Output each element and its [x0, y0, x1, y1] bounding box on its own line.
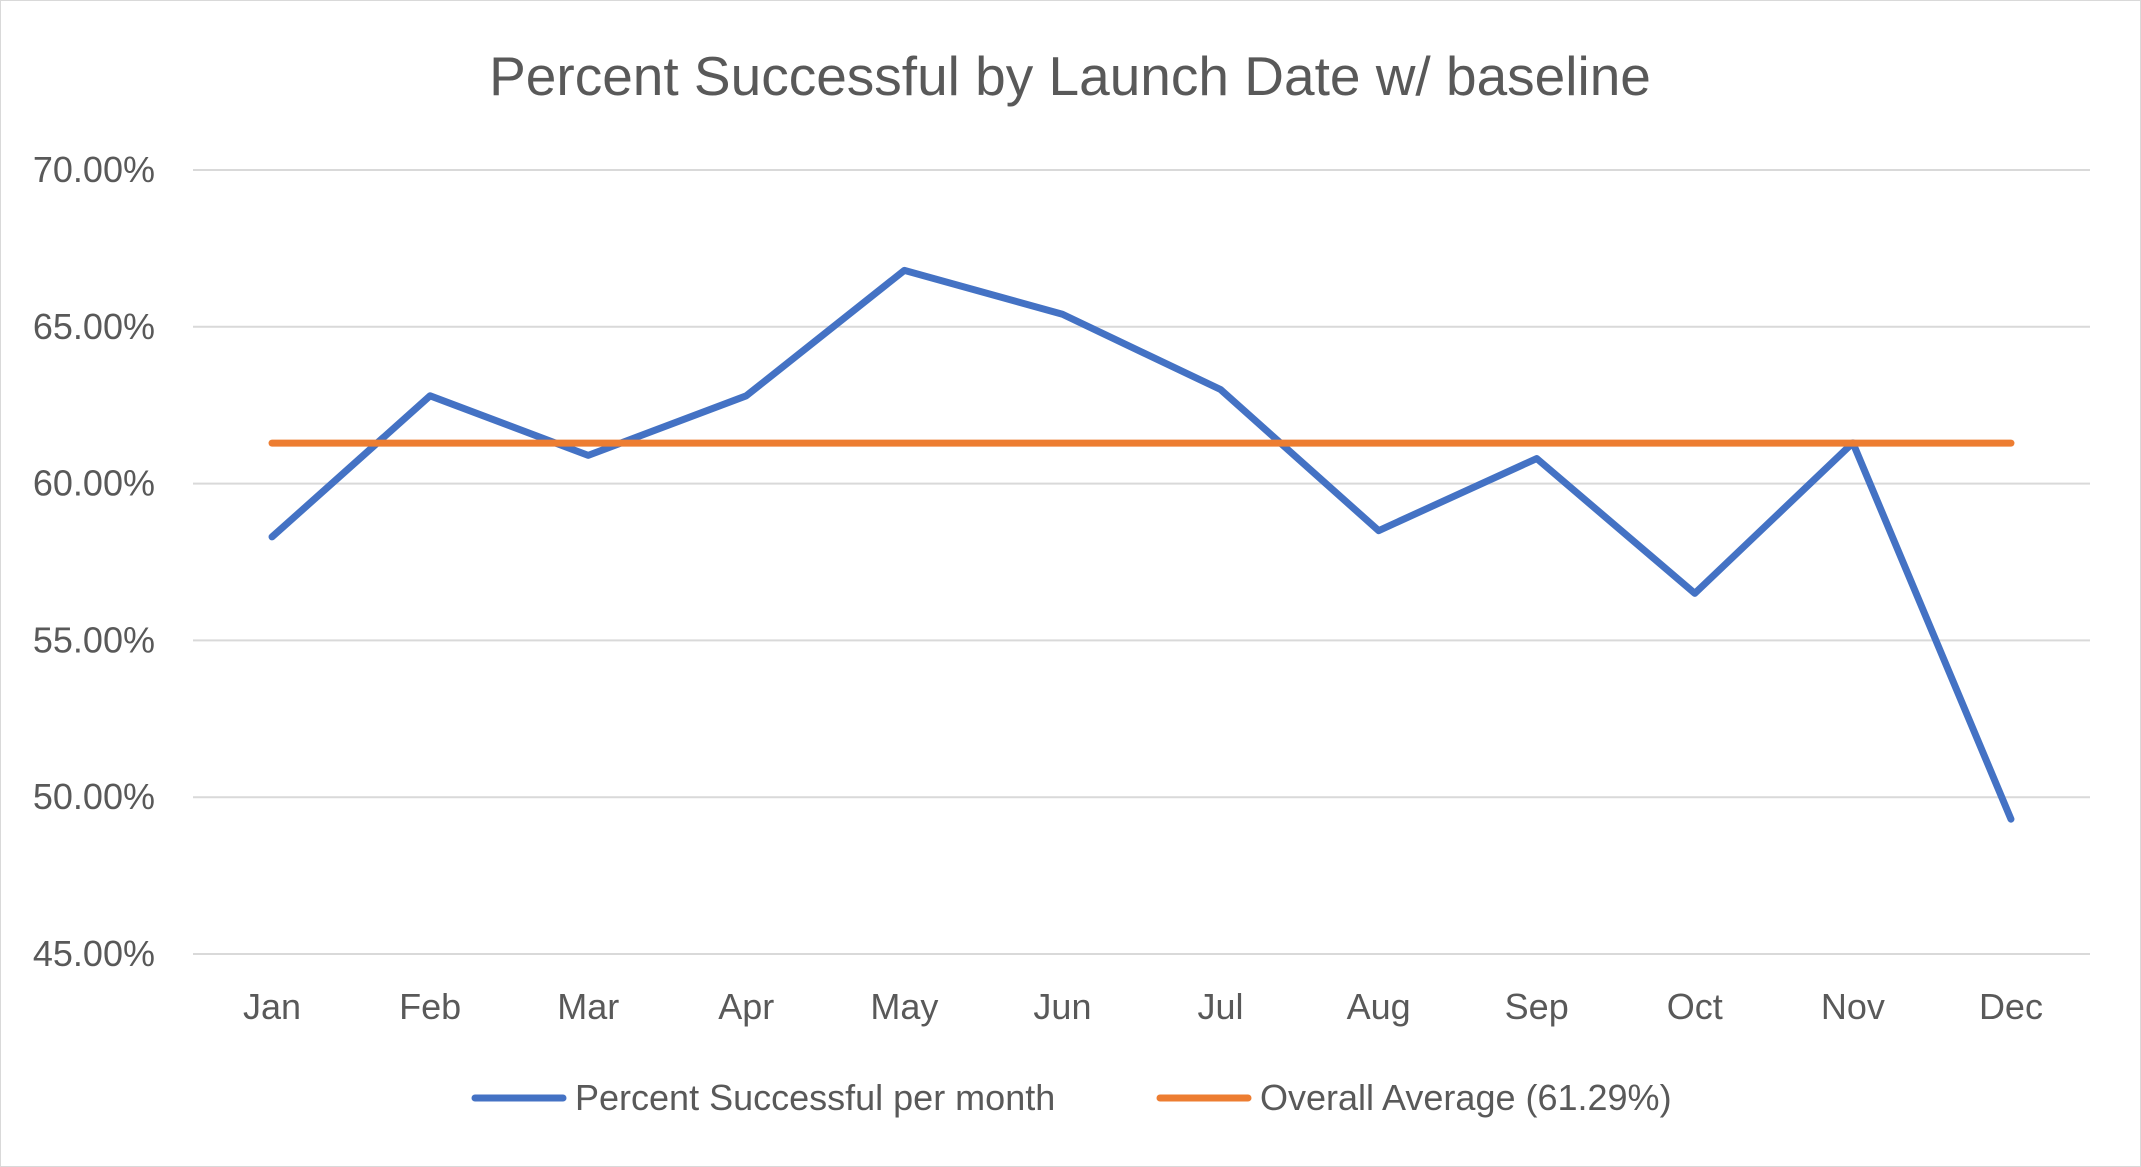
x-tick-label: Apr [718, 986, 774, 1027]
y-tick-label: 45.00% [33, 933, 155, 974]
x-axis-tick-labels: Jan Feb Mar Apr May Jun Jul Aug Sep Oct Nov Dec [243, 986, 2043, 1027]
x-tick-label: Jul [1198, 986, 1244, 1027]
x-tick-label: Oct [1667, 986, 1723, 1027]
legend-label: Percent Successful per month [575, 1077, 1055, 1118]
x-tick-label: Jan [243, 986, 301, 1027]
chart-title: Percent Successful by Launch Date w/ bas… [489, 45, 1651, 107]
x-tick-label: Sep [1505, 986, 1569, 1027]
legend: Percent Successful per month Overall Aver… [471, 1077, 1672, 1118]
y-axis-tick-labels: 70.00% 65.00% 60.00% 55.00% 50.00% 45.00% [33, 149, 155, 974]
x-tick-label: Feb [399, 986, 461, 1027]
y-tick-label: 60.00% [33, 463, 155, 504]
x-tick-label: Aug [1347, 986, 1411, 1027]
x-tick-label: May [870, 986, 938, 1027]
x-tick-label: Mar [557, 986, 619, 1027]
series-line-1 [268, 266, 2015, 823]
x-tick-label: Dec [1979, 986, 2043, 1027]
y-tick-label: 55.00% [33, 619, 155, 660]
legend-label: Overall Average (61.29%) [1260, 1077, 1672, 1118]
x-tick-label: Nov [1821, 986, 1885, 1027]
chart-series [268, 266, 2015, 823]
y-tick-label: 65.00% [33, 306, 155, 347]
gridlines [193, 169, 2090, 955]
y-tick-label: 70.00% [33, 149, 155, 190]
y-tick-label: 50.00% [33, 776, 155, 817]
x-tick-label: Jun [1033, 986, 1091, 1027]
